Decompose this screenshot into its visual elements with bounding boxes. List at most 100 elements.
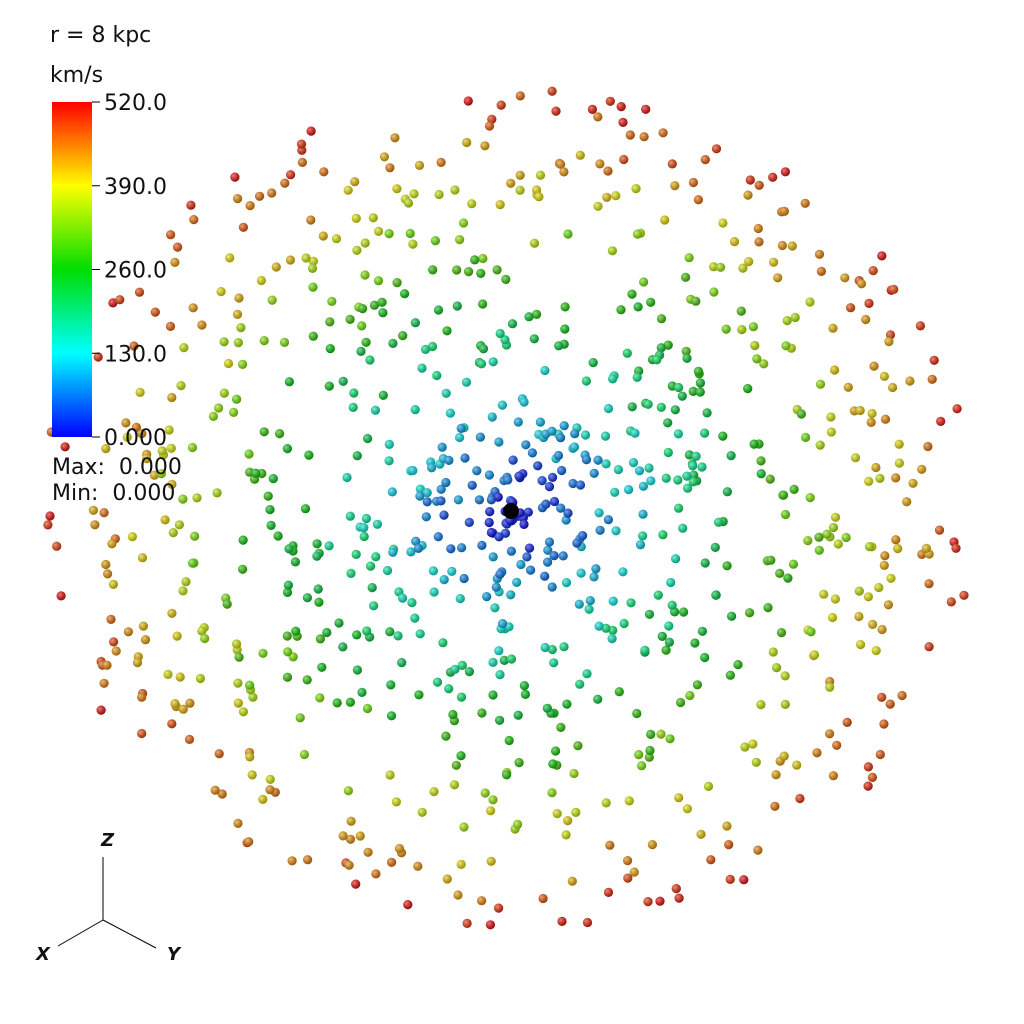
particle-shade <box>891 473 901 483</box>
particle-shade <box>428 566 438 576</box>
particle-shade <box>245 752 255 762</box>
particle-shade <box>915 321 926 331</box>
particle-shade <box>165 321 176 331</box>
particle-shade <box>163 669 173 680</box>
particle-shade <box>519 681 530 691</box>
particle-shade <box>393 631 403 641</box>
particle-shade <box>722 561 732 571</box>
particle-shade <box>841 532 851 543</box>
particle-shade <box>236 323 246 333</box>
particle-shade <box>134 287 145 297</box>
particle-shade <box>667 159 677 169</box>
particle-shade <box>752 354 762 364</box>
particle-shade <box>695 378 706 388</box>
particle-shade <box>656 402 666 412</box>
particle-shade <box>874 582 884 593</box>
particle-shade <box>188 558 198 568</box>
particle-shade <box>137 553 148 563</box>
particle-shade <box>391 797 401 807</box>
particle-shade <box>258 794 268 805</box>
particle-shade <box>902 497 912 507</box>
particle-shade <box>652 355 662 365</box>
particle-shade <box>611 526 621 536</box>
particle-shade <box>803 536 813 546</box>
particle-shade <box>688 461 698 471</box>
particle-shade <box>449 780 460 790</box>
particle-shade <box>638 531 648 541</box>
particle-shade <box>542 703 552 713</box>
particle-shade <box>581 455 592 465</box>
particle-shade <box>864 542 875 552</box>
particle-shade <box>710 542 720 553</box>
particle-shade <box>265 774 275 785</box>
particle-shade <box>216 287 226 297</box>
particle-shade <box>663 340 673 350</box>
particle-shade <box>178 586 188 596</box>
particle-shade <box>663 447 673 458</box>
particle-shade <box>611 191 621 201</box>
particle-shade <box>633 302 643 312</box>
particle-shade <box>588 358 598 368</box>
particle-shade <box>816 266 827 276</box>
particle-shade <box>485 507 495 517</box>
particle-shade <box>551 746 561 756</box>
particles <box>43 86 969 930</box>
particle-shade <box>924 579 934 589</box>
particle-shade <box>842 717 852 728</box>
particle-shade <box>324 381 334 391</box>
particle-shade <box>456 859 466 870</box>
particle-shade <box>655 896 665 906</box>
particle-shade <box>618 567 628 577</box>
particle-shade <box>245 680 255 690</box>
particle-shade <box>248 692 258 702</box>
particle-shade <box>693 195 704 205</box>
particle-shade <box>488 552 498 562</box>
particle-shade <box>585 596 595 606</box>
particle-shade <box>594 508 604 518</box>
particle-shade <box>526 565 536 575</box>
particle-shade <box>302 675 312 685</box>
particle-shade <box>854 611 864 622</box>
particle-shade <box>697 626 708 636</box>
x-axis-label: X <box>35 944 51 965</box>
particle-shade <box>643 399 653 409</box>
particle-shade <box>639 132 649 142</box>
particle-shade <box>519 519 529 530</box>
particle-shade <box>408 239 418 249</box>
particle-shade <box>893 544 903 554</box>
particle-shade <box>286 170 296 180</box>
particle-shade <box>630 428 640 438</box>
particle-shade <box>486 856 496 866</box>
particle-shade <box>175 672 185 682</box>
particle-shade <box>457 543 467 553</box>
particle-shade <box>498 619 508 629</box>
particle-shade <box>212 488 222 498</box>
particle-shade <box>411 536 421 546</box>
particle-shade <box>233 818 243 829</box>
particle-shade <box>251 468 261 478</box>
particle-shade <box>301 253 311 263</box>
particle-shade <box>656 729 666 739</box>
particle-shade <box>557 465 567 476</box>
particle-shade <box>137 429 147 439</box>
particle-shade <box>783 573 793 583</box>
particle-shade <box>166 443 176 453</box>
particle-shade <box>684 253 694 263</box>
particle-shade <box>507 319 518 329</box>
particle-shade <box>745 175 755 185</box>
particle-shade <box>365 355 375 365</box>
particle-shade <box>591 564 601 574</box>
particle-shade <box>259 427 269 437</box>
particle-shade <box>377 297 387 307</box>
particle-shade <box>345 697 355 707</box>
particle-shade <box>417 807 427 817</box>
particle-shade <box>322 627 332 638</box>
particle-shade <box>595 159 605 169</box>
colorbar-ticks: 0.000 130.0 260.0 390.0 520.0 <box>92 91 167 451</box>
particle-shade <box>275 429 285 439</box>
particle-shade <box>244 449 254 459</box>
particle-shade <box>623 856 633 866</box>
particle-shade <box>826 427 837 437</box>
particle-shade <box>503 475 513 485</box>
particle-shade <box>164 425 174 435</box>
